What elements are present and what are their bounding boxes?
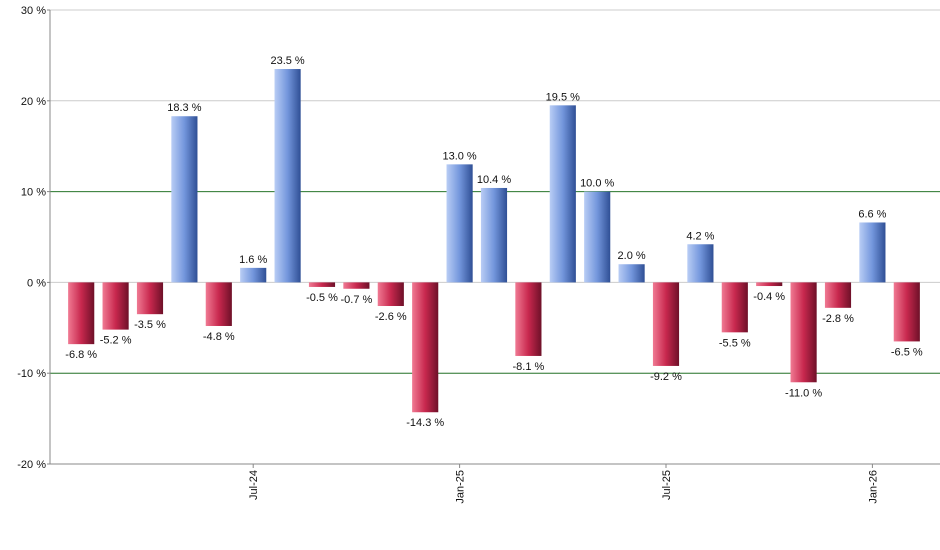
bar xyxy=(171,116,198,283)
value-label: -11.0 % xyxy=(785,387,822,399)
value-label: -14.3 % xyxy=(406,417,444,429)
value-label: -5.2 % xyxy=(100,335,132,347)
value-label: 18.3 % xyxy=(167,102,201,114)
bar xyxy=(687,244,714,283)
bar xyxy=(515,282,542,356)
value-label: -6.5 % xyxy=(891,346,923,358)
value-label: 2.0 % xyxy=(618,250,646,262)
bar xyxy=(893,282,920,342)
value-label: 4.2 % xyxy=(686,230,714,242)
x-tick-label: Jan-26 xyxy=(867,470,879,504)
y-tick-label: 30 % xyxy=(21,5,46,17)
bar xyxy=(652,282,680,366)
bar xyxy=(102,282,129,330)
value-label: -6.8 % xyxy=(65,349,97,361)
value-label: 10.0 % xyxy=(580,178,614,190)
bar xyxy=(824,282,852,308)
x-tick-label: Jul-24 xyxy=(248,470,260,500)
x-tick-label: Jan-25 xyxy=(455,470,467,504)
value-label: -2.8 % xyxy=(822,313,854,325)
value-label: 13.0 % xyxy=(442,150,476,162)
bar xyxy=(240,267,267,283)
bar xyxy=(549,105,576,283)
value-label: -3.5 % xyxy=(134,319,166,331)
value-label: -5.5 % xyxy=(719,337,751,349)
value-label: -0.4 % xyxy=(753,291,785,303)
bar xyxy=(446,164,473,283)
y-tick-label: 10 % xyxy=(21,187,46,199)
value-label: -4.8 % xyxy=(203,331,235,343)
y-tick-label: -20 % xyxy=(17,459,46,471)
bar xyxy=(274,69,301,283)
x-tick-label: Jul-25 xyxy=(661,470,673,500)
bar xyxy=(790,282,817,383)
value-label: 6.6 % xyxy=(858,208,886,220)
value-label: 10.4 % xyxy=(477,174,511,186)
bar xyxy=(480,187,508,283)
value-label: -2.6 % xyxy=(375,311,407,323)
bar xyxy=(584,191,611,283)
bar xyxy=(756,282,783,287)
bar xyxy=(136,282,164,315)
bar xyxy=(343,282,370,289)
bar xyxy=(859,222,886,283)
value-label: -0.7 % xyxy=(341,294,373,306)
y-tick-label: -10 % xyxy=(17,368,46,380)
bar xyxy=(618,264,645,283)
y-tick-label: 0 % xyxy=(27,277,46,289)
value-label: -8.1 % xyxy=(513,361,545,373)
bar xyxy=(412,282,439,413)
value-label: 1.6 % xyxy=(239,254,267,266)
bar xyxy=(377,282,404,307)
bar xyxy=(721,282,748,333)
value-label: 23.5 % xyxy=(270,55,304,67)
value-label: 19.5 % xyxy=(546,91,580,103)
y-tick-label: 20 % xyxy=(21,96,46,108)
value-label: -0.5 % xyxy=(306,292,338,304)
bar xyxy=(68,282,95,345)
value-label: -9.2 % xyxy=(650,371,682,383)
bar xyxy=(205,282,232,326)
bar xyxy=(308,282,336,287)
